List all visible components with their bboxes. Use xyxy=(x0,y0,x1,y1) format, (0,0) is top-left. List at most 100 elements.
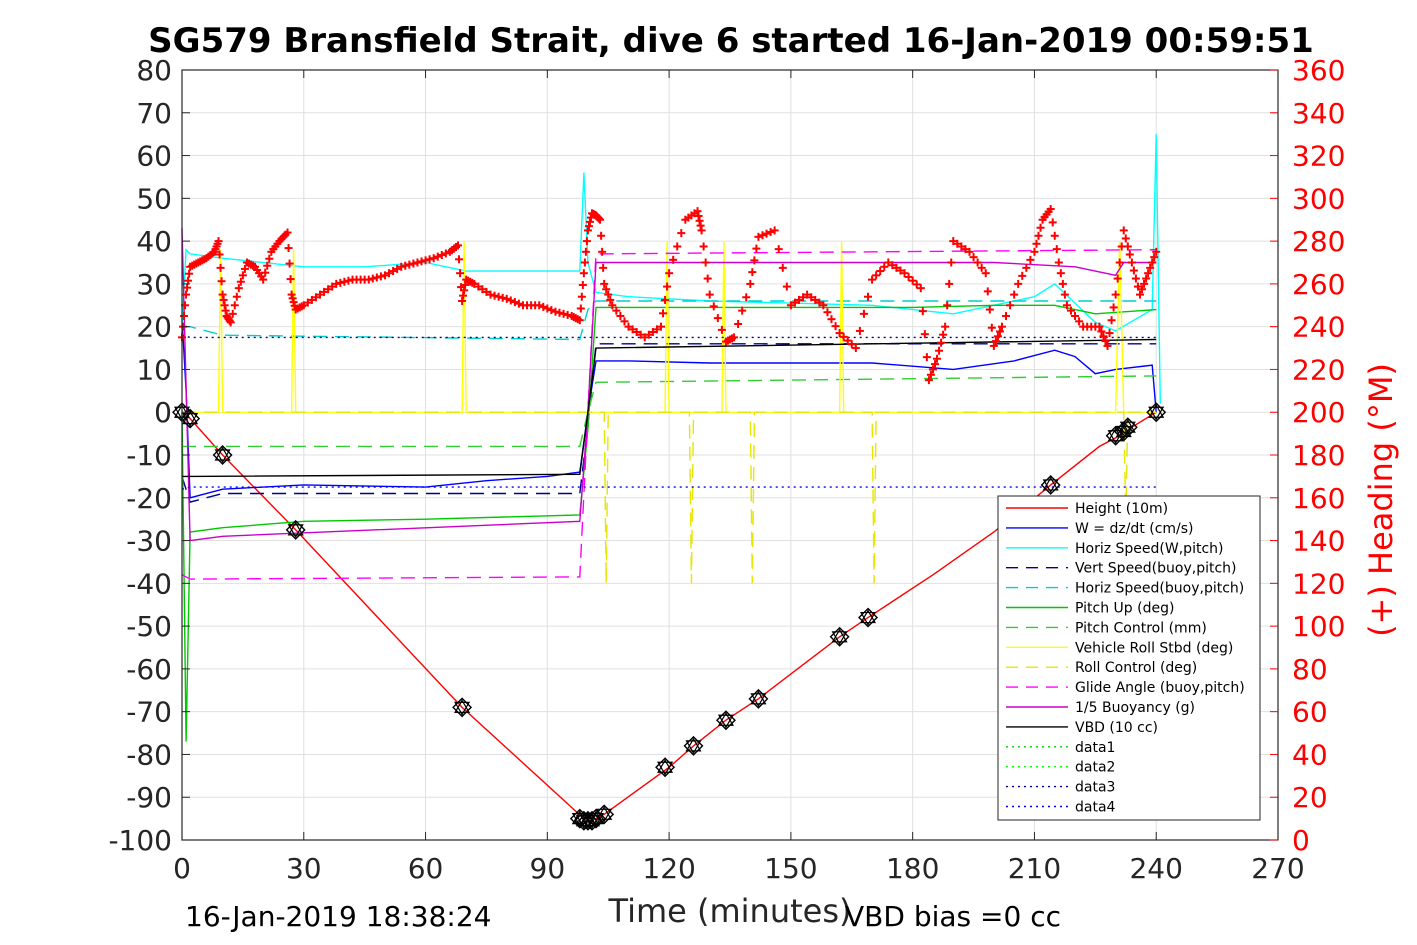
heading-point xyxy=(1010,290,1019,299)
y-right-tick-label: 60 xyxy=(1292,696,1328,729)
heading-point xyxy=(762,229,771,238)
y-right-tick-label: 120 xyxy=(1292,567,1345,600)
chart-title: SG579 Bransfield Strait, dive 6 started … xyxy=(148,21,1314,61)
heading-point xyxy=(324,285,333,294)
heading-point xyxy=(713,314,722,323)
heading-point xyxy=(576,304,585,313)
heading-point xyxy=(409,259,418,268)
y-right-tick-label: 180 xyxy=(1292,439,1345,472)
heading-point xyxy=(595,214,604,223)
heading-point xyxy=(943,301,952,310)
heading-point xyxy=(1125,250,1134,259)
heading-point xyxy=(332,279,341,288)
heading-point xyxy=(1058,279,1067,288)
marker-triangle-down xyxy=(831,631,848,645)
heading-point xyxy=(748,268,757,277)
marker-triangle-up xyxy=(454,699,471,713)
heading-point xyxy=(908,276,917,285)
x-tick-label: 210 xyxy=(1008,852,1061,885)
series-line-0 xyxy=(181,411,1157,822)
y-tick-label: -50 xyxy=(126,610,172,643)
heading-point xyxy=(995,327,1004,336)
heading-point xyxy=(238,271,247,280)
heading-point xyxy=(1048,218,1057,227)
heading-point xyxy=(1121,234,1130,243)
marker-triangle-down xyxy=(685,740,702,755)
heading-point xyxy=(543,304,552,313)
heading-point xyxy=(742,293,751,302)
marker-triangle-up xyxy=(685,737,702,752)
marker-triangle-down xyxy=(182,413,199,427)
sample-marker xyxy=(594,804,615,825)
heading-point xyxy=(661,295,670,304)
legend-label-11: VBD (10 cc) xyxy=(1075,720,1158,736)
heading-point xyxy=(283,228,292,237)
sample-marker xyxy=(858,607,879,628)
heading-point xyxy=(795,295,804,304)
marker-triangle-up xyxy=(1042,476,1059,491)
y-right-tick-label: 360 xyxy=(1292,54,1345,87)
marker-triangle-down xyxy=(1148,406,1165,421)
heading-point xyxy=(454,241,463,250)
heading-point xyxy=(316,290,325,299)
heading-point xyxy=(1138,285,1147,294)
sample-marker xyxy=(452,697,473,718)
heading-point xyxy=(734,319,743,328)
vbd-bias-footer: VBD bias =0 cc xyxy=(845,900,1061,933)
heading-point xyxy=(1148,258,1157,267)
heading-point xyxy=(184,276,193,285)
heading-point xyxy=(1113,274,1122,283)
heading-point xyxy=(693,207,702,216)
heading-point xyxy=(612,306,621,315)
heading-point xyxy=(563,310,572,319)
legend-label-2: Horiz Speed(W,pitch) xyxy=(1075,541,1223,557)
heading-point xyxy=(652,325,661,334)
heading-point xyxy=(555,308,564,317)
heading-point xyxy=(754,232,763,241)
heading-point xyxy=(677,229,686,238)
heading-point xyxy=(993,332,1002,341)
heading-point xyxy=(265,254,274,263)
heading-point xyxy=(218,290,227,299)
y-right-tick-label: 160 xyxy=(1292,482,1345,515)
heading-point xyxy=(758,231,767,240)
heading-point xyxy=(1032,239,1041,248)
series-line-9 xyxy=(181,249,1157,580)
legend-box xyxy=(997,495,1261,821)
heading-point xyxy=(703,274,712,283)
sample-marker xyxy=(285,519,306,540)
heading-point xyxy=(656,322,665,331)
marker-triangle-up xyxy=(587,810,605,825)
heading-point xyxy=(930,360,939,369)
heading-point xyxy=(578,280,587,289)
x-tick-label: 270 xyxy=(1251,852,1304,885)
y-tick-label: 60 xyxy=(136,140,172,173)
heading-point xyxy=(665,269,674,278)
heading-point xyxy=(584,222,593,231)
heading-point xyxy=(1075,317,1084,326)
x-tick-label: 30 xyxy=(286,852,322,885)
marker-triangle-down xyxy=(859,611,877,626)
y-tick-label: -10 xyxy=(126,439,172,472)
heading-point xyxy=(1099,332,1108,341)
heading-point xyxy=(620,317,629,326)
heading-point xyxy=(694,211,703,220)
legend-label-13: data2 xyxy=(1075,760,1115,776)
heading-point xyxy=(364,275,373,284)
heading-point xyxy=(221,306,230,315)
heading-point xyxy=(286,275,295,284)
marker-triangle-up xyxy=(1107,427,1124,442)
heading-point xyxy=(636,330,645,339)
heading-point xyxy=(778,263,787,272)
heading-point xyxy=(608,301,617,310)
heading-point xyxy=(981,269,990,278)
heading-point xyxy=(340,277,349,286)
heading-point xyxy=(236,277,245,286)
marker-triangle-up xyxy=(214,446,231,461)
y-right-tick-label: 220 xyxy=(1292,353,1345,386)
heading-point xyxy=(597,231,606,240)
legend-label-6: Pitch Control (mm) xyxy=(1075,620,1207,636)
heading-point xyxy=(478,285,487,294)
heading-point xyxy=(539,302,548,311)
heading-point xyxy=(786,301,795,310)
